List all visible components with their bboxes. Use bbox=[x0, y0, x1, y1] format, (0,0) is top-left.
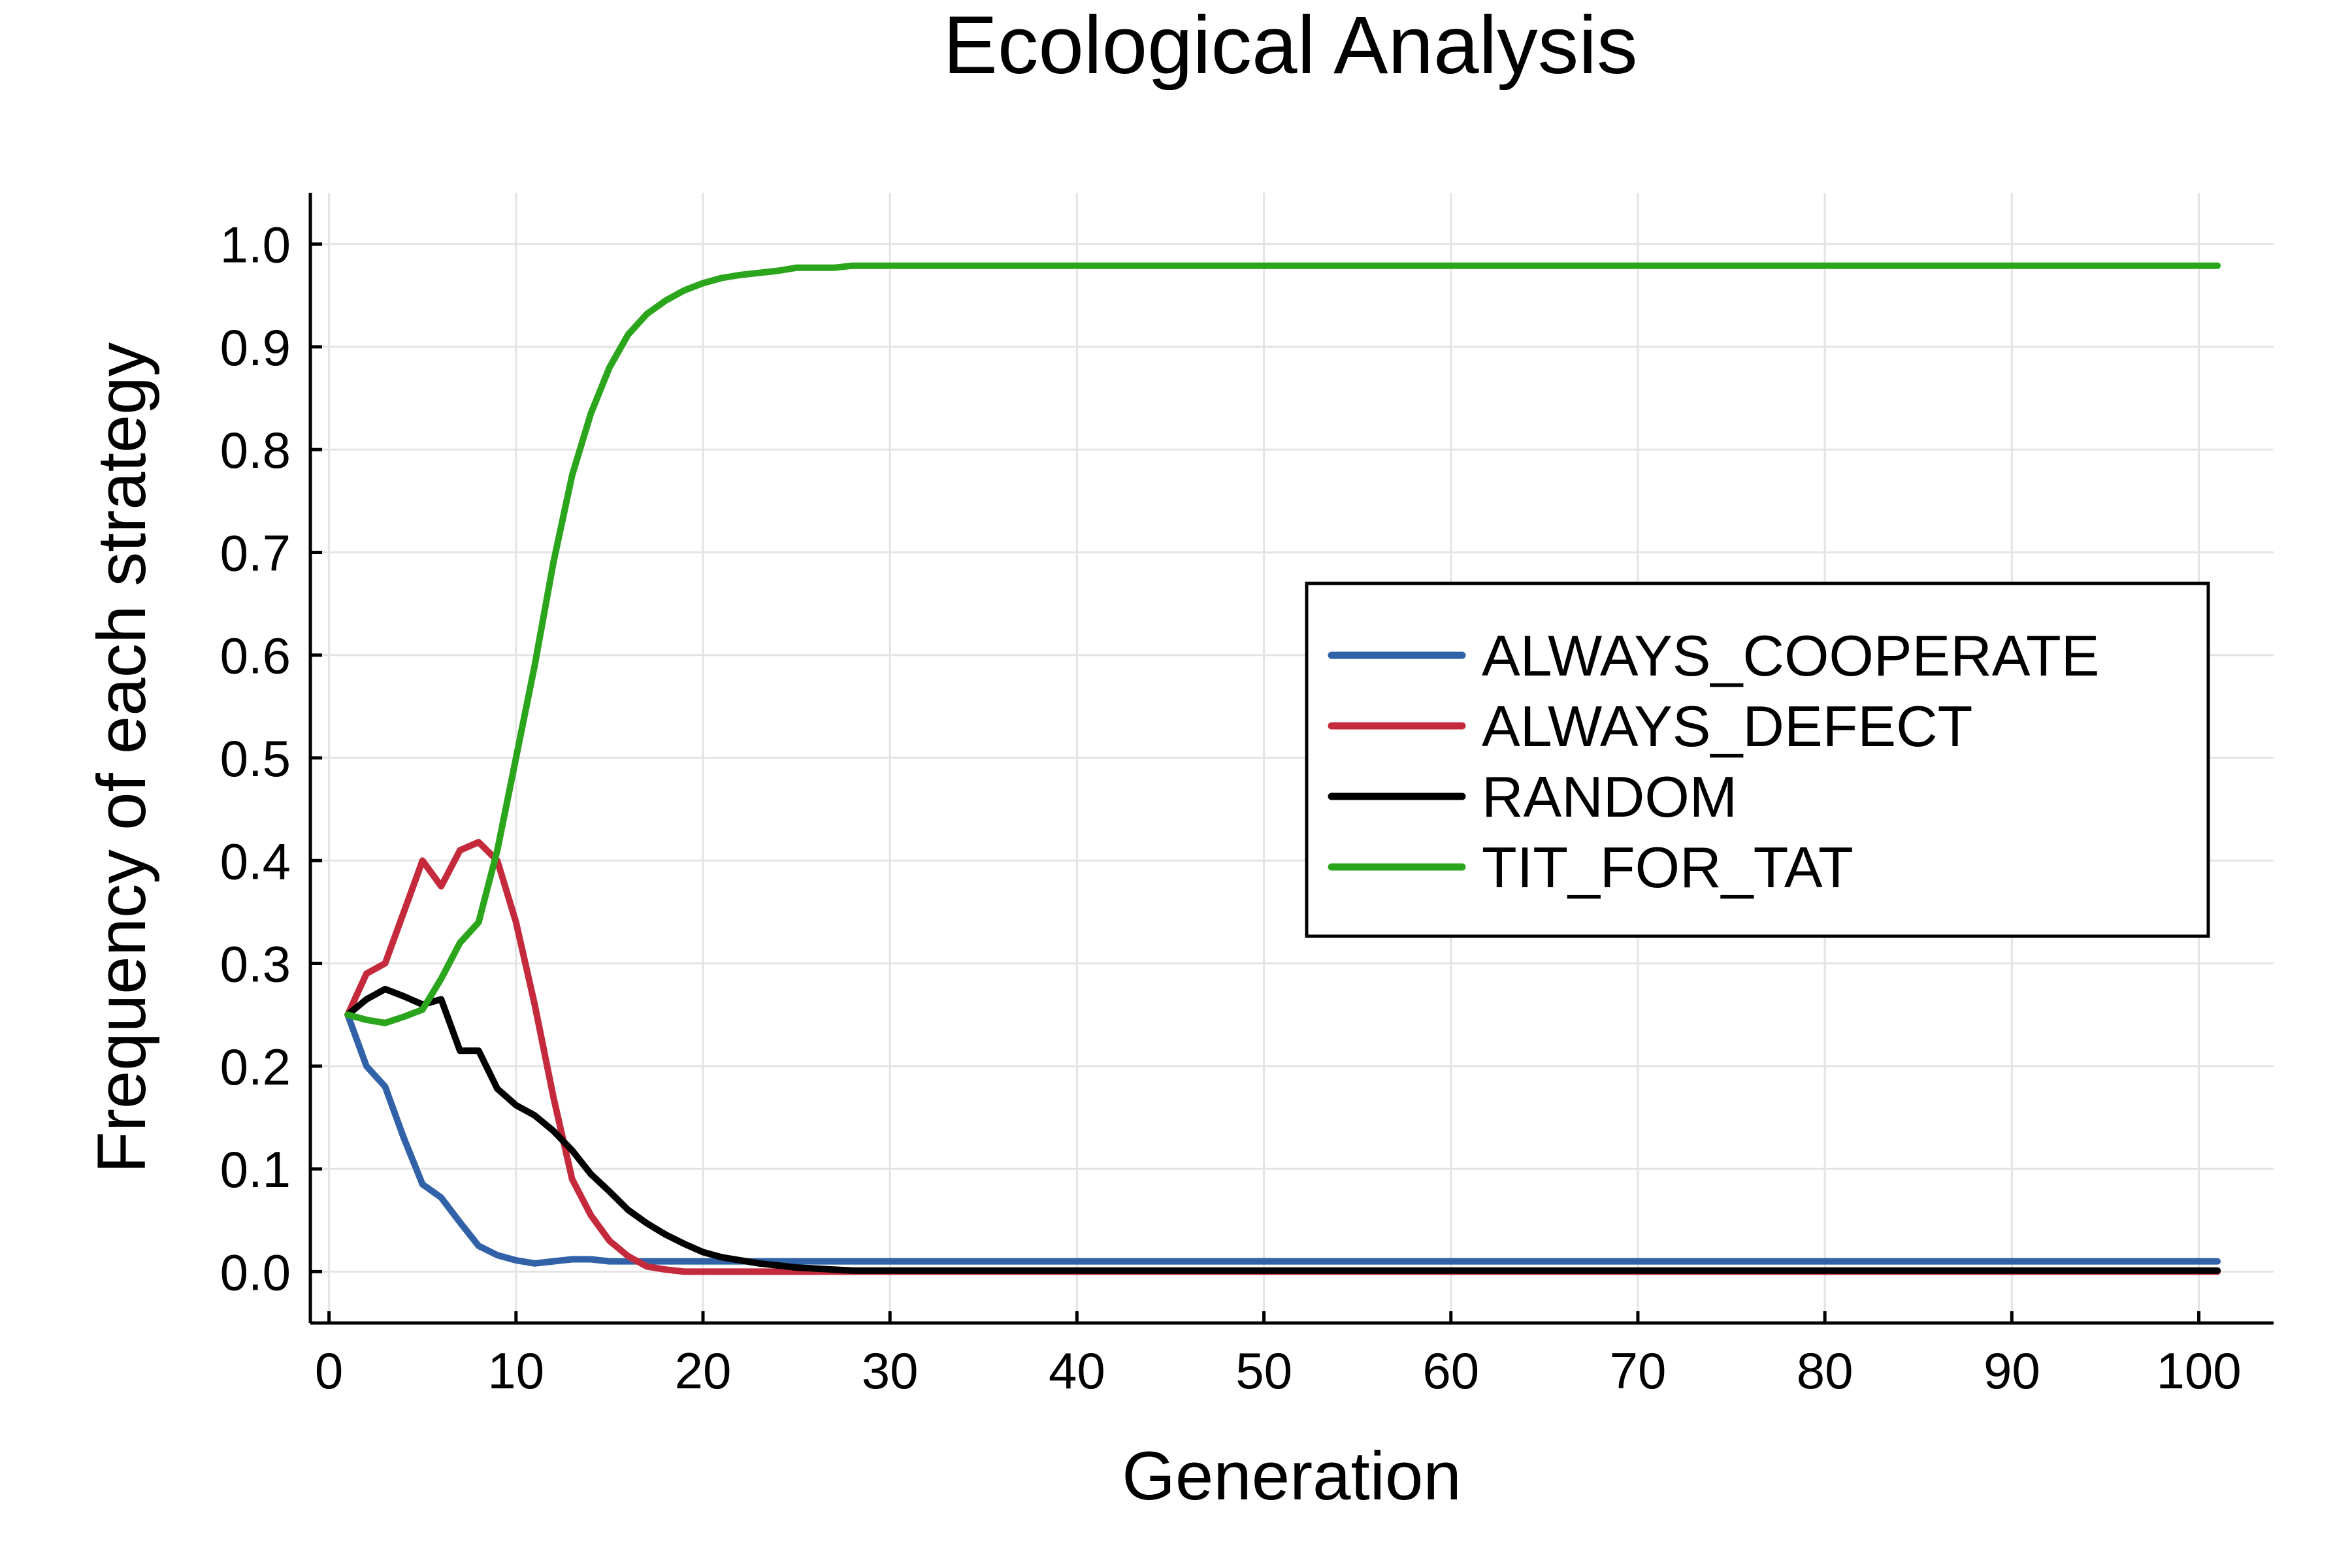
chart-title: Ecological Analysis bbox=[943, 0, 1637, 91]
y-tick-label: 0.8 bbox=[220, 421, 291, 479]
x-tick-label: 0 bbox=[315, 1342, 343, 1399]
y-tick-label: 0.6 bbox=[220, 627, 291, 685]
x-axis-label: Generation bbox=[1122, 1438, 1462, 1514]
y-tick-label: 0.9 bbox=[220, 319, 291, 376]
x-tick-label: 80 bbox=[1797, 1342, 1854, 1399]
legend-label-random: RANDOM bbox=[1482, 764, 1737, 829]
x-tick-label: 60 bbox=[1422, 1342, 1479, 1399]
y-tick-label: 0.0 bbox=[220, 1243, 291, 1301]
legend-box bbox=[1305, 581, 2210, 938]
y-tick-label: 1.0 bbox=[220, 216, 291, 274]
y-tick-label: 0.5 bbox=[220, 730, 291, 787]
x-tick-label: 50 bbox=[1235, 1342, 1292, 1399]
legend-label-always-defect: ALWAYS_DEFECT bbox=[1482, 694, 1972, 759]
y-tick-label: 0.3 bbox=[220, 936, 291, 993]
legend: ALWAYS_COOPERATEALWAYS_DEFECTRANDOMTIT_F… bbox=[1305, 581, 2210, 938]
x-tick-label: 100 bbox=[2156, 1342, 2241, 1399]
y-tick-label: 0.4 bbox=[220, 832, 291, 890]
x-tick-label: 30 bbox=[862, 1342, 919, 1399]
series-line-tit-for-tat bbox=[344, 262, 2221, 1026]
x-ticks: 0 10 20 30 40 50 60 70 80 90 100 bbox=[315, 1311, 2242, 1399]
y-ticks: 0.0 0.1 0.2 0.3 0.4 0.5 0.6 0.7 0.8 0.9 1.0 bbox=[220, 216, 322, 1301]
legend-label-tit-for-tat: TIT_FOR_TAT bbox=[1482, 835, 1854, 900]
series-line-always-cooperate bbox=[344, 1011, 2221, 1267]
y-tick-label: 0.2 bbox=[220, 1038, 291, 1096]
x-tick-label: 40 bbox=[1049, 1342, 1105, 1399]
y-tick-label: 0.7 bbox=[220, 524, 291, 581]
y-tick-label: 0.1 bbox=[220, 1141, 291, 1198]
series-line-always-defect bbox=[344, 839, 2221, 1275]
x-tick-label: 90 bbox=[1984, 1342, 2040, 1399]
x-tick-label: 10 bbox=[487, 1342, 544, 1399]
grid bbox=[310, 193, 2274, 1323]
series-group bbox=[344, 262, 2221, 1275]
legend-label-always-cooperate: ALWAYS_COOPERATE bbox=[1482, 623, 2099, 688]
x-tick-label: 70 bbox=[1610, 1342, 1667, 1399]
x-tick-label: 20 bbox=[675, 1342, 732, 1399]
y-axis-label: Frequency of each strategy bbox=[84, 342, 160, 1173]
series-line-random bbox=[344, 985, 2221, 1274]
legend-items: ALWAYS_COOPERATEALWAYS_DEFECTRANDOMTIT_F… bbox=[1328, 623, 2099, 900]
